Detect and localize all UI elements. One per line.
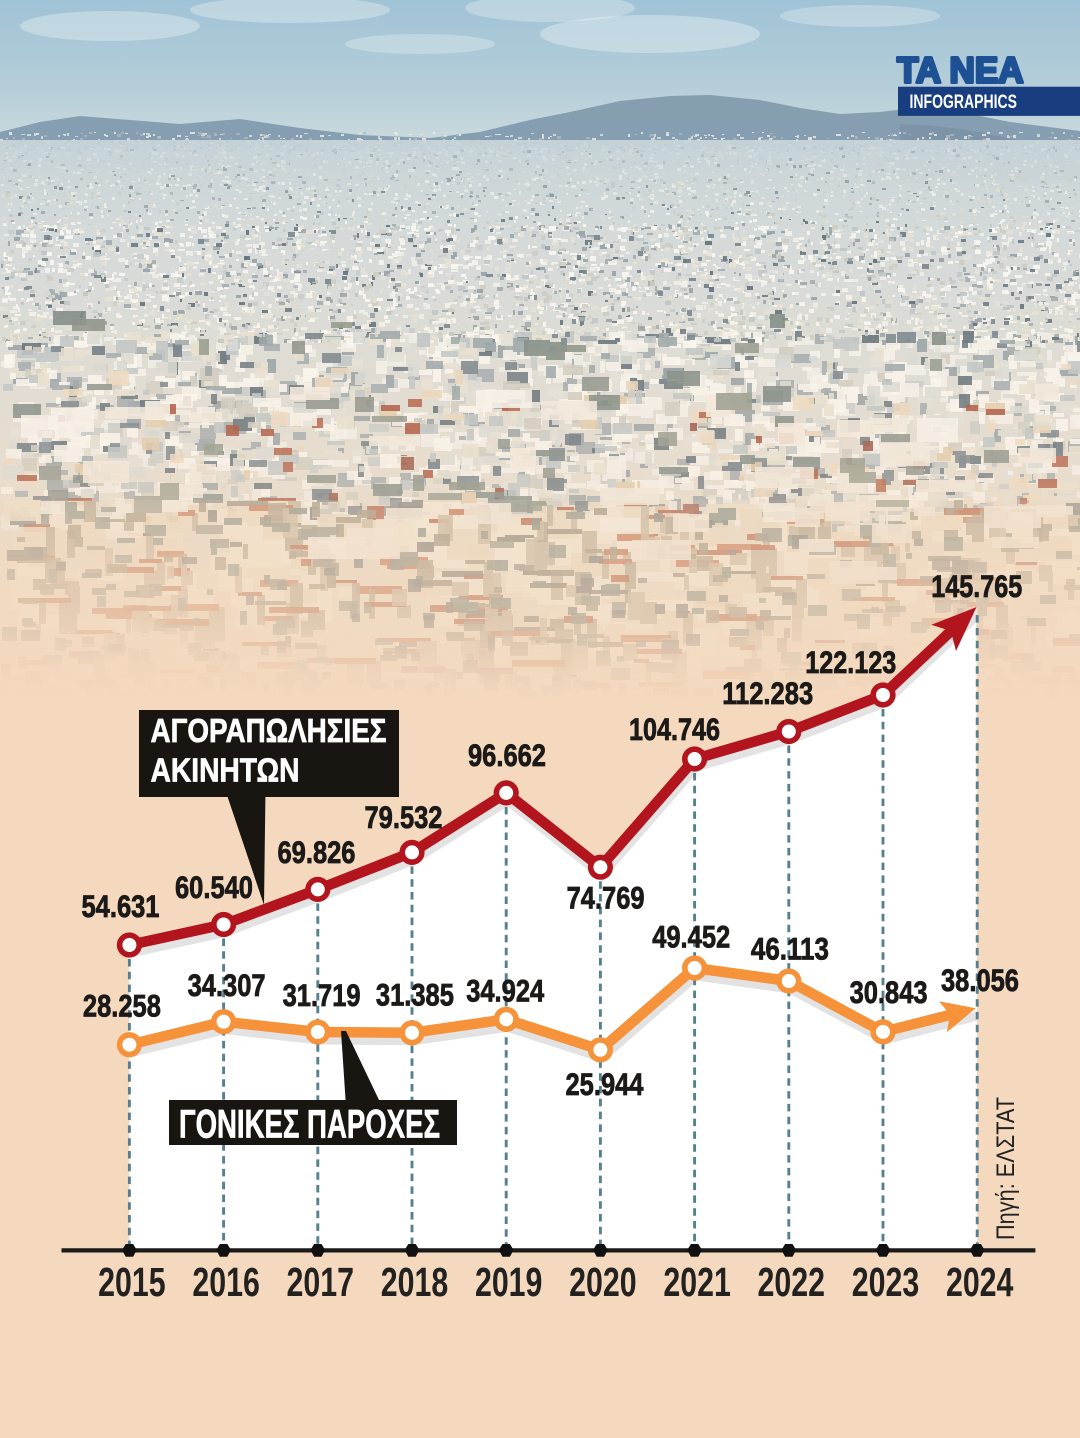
svg-text:2017: 2017 (287, 1259, 355, 1305)
svg-text:49.452: 49.452 (652, 919, 730, 955)
svg-text:2018: 2018 (381, 1259, 449, 1305)
svg-text:104.746: 104.746 (629, 711, 720, 747)
svg-text:25.944: 25.944 (566, 1066, 644, 1102)
svg-text:2020: 2020 (569, 1259, 637, 1305)
svg-text:28.258: 28.258 (83, 988, 161, 1024)
svg-text:79.532: 79.532 (365, 799, 443, 835)
svg-text:38.056: 38.056 (941, 962, 1019, 998)
svg-text:ΓΟΝΙΚΕΣ ΠΑΡΟΧΕΣ: ΓΟΝΙΚΕΣ ΠΑΡΟΧΕΣ (179, 1103, 440, 1147)
svg-text:122.123: 122.123 (805, 644, 896, 680)
svg-text:34.307: 34.307 (188, 967, 266, 1003)
svg-text:60.540: 60.540 (175, 869, 253, 905)
svg-text:46.113: 46.113 (751, 931, 829, 967)
svg-text:74.769: 74.769 (567, 880, 645, 916)
svg-text:31.719: 31.719 (283, 977, 361, 1013)
svg-text:96.662: 96.662 (468, 737, 546, 773)
svg-text:INFOGRAPHICS: INFOGRAPHICS (910, 91, 1018, 113)
svg-text:31.385: 31.385 (376, 977, 454, 1013)
svg-text:112.283: 112.283 (722, 675, 813, 711)
svg-text:2015: 2015 (98, 1259, 166, 1305)
svg-text:2023: 2023 (852, 1259, 920, 1305)
svg-text:54.631: 54.631 (82, 888, 160, 924)
svg-text:34.924: 34.924 (466, 973, 544, 1009)
svg-text:69.826: 69.826 (278, 834, 356, 870)
svg-text:Πηγή: ΕΛΣΤΑΤ: Πηγή: ΕΛΣΤΑΤ (992, 1097, 1020, 1240)
svg-text:145.765: 145.765 (931, 568, 1022, 604)
svg-text:ΑΚΙΝΗΤΩΝ: ΑΚΙΝΗΤΩΝ (151, 752, 300, 789)
svg-text:TA NEA: TA NEA (897, 50, 1024, 91)
svg-text:ΑΓΟΡΑΠΩΛΗΣΙΕΣ: ΑΓΟΡΑΠΩΛΗΣΙΕΣ (151, 712, 387, 749)
svg-text:2024: 2024 (946, 1259, 1014, 1305)
svg-text:2021: 2021 (663, 1259, 731, 1305)
svg-text:2019: 2019 (475, 1259, 543, 1305)
svg-text:2016: 2016 (192, 1259, 260, 1305)
svg-text:30.843: 30.843 (850, 974, 928, 1010)
svg-text:2022: 2022 (758, 1259, 826, 1305)
